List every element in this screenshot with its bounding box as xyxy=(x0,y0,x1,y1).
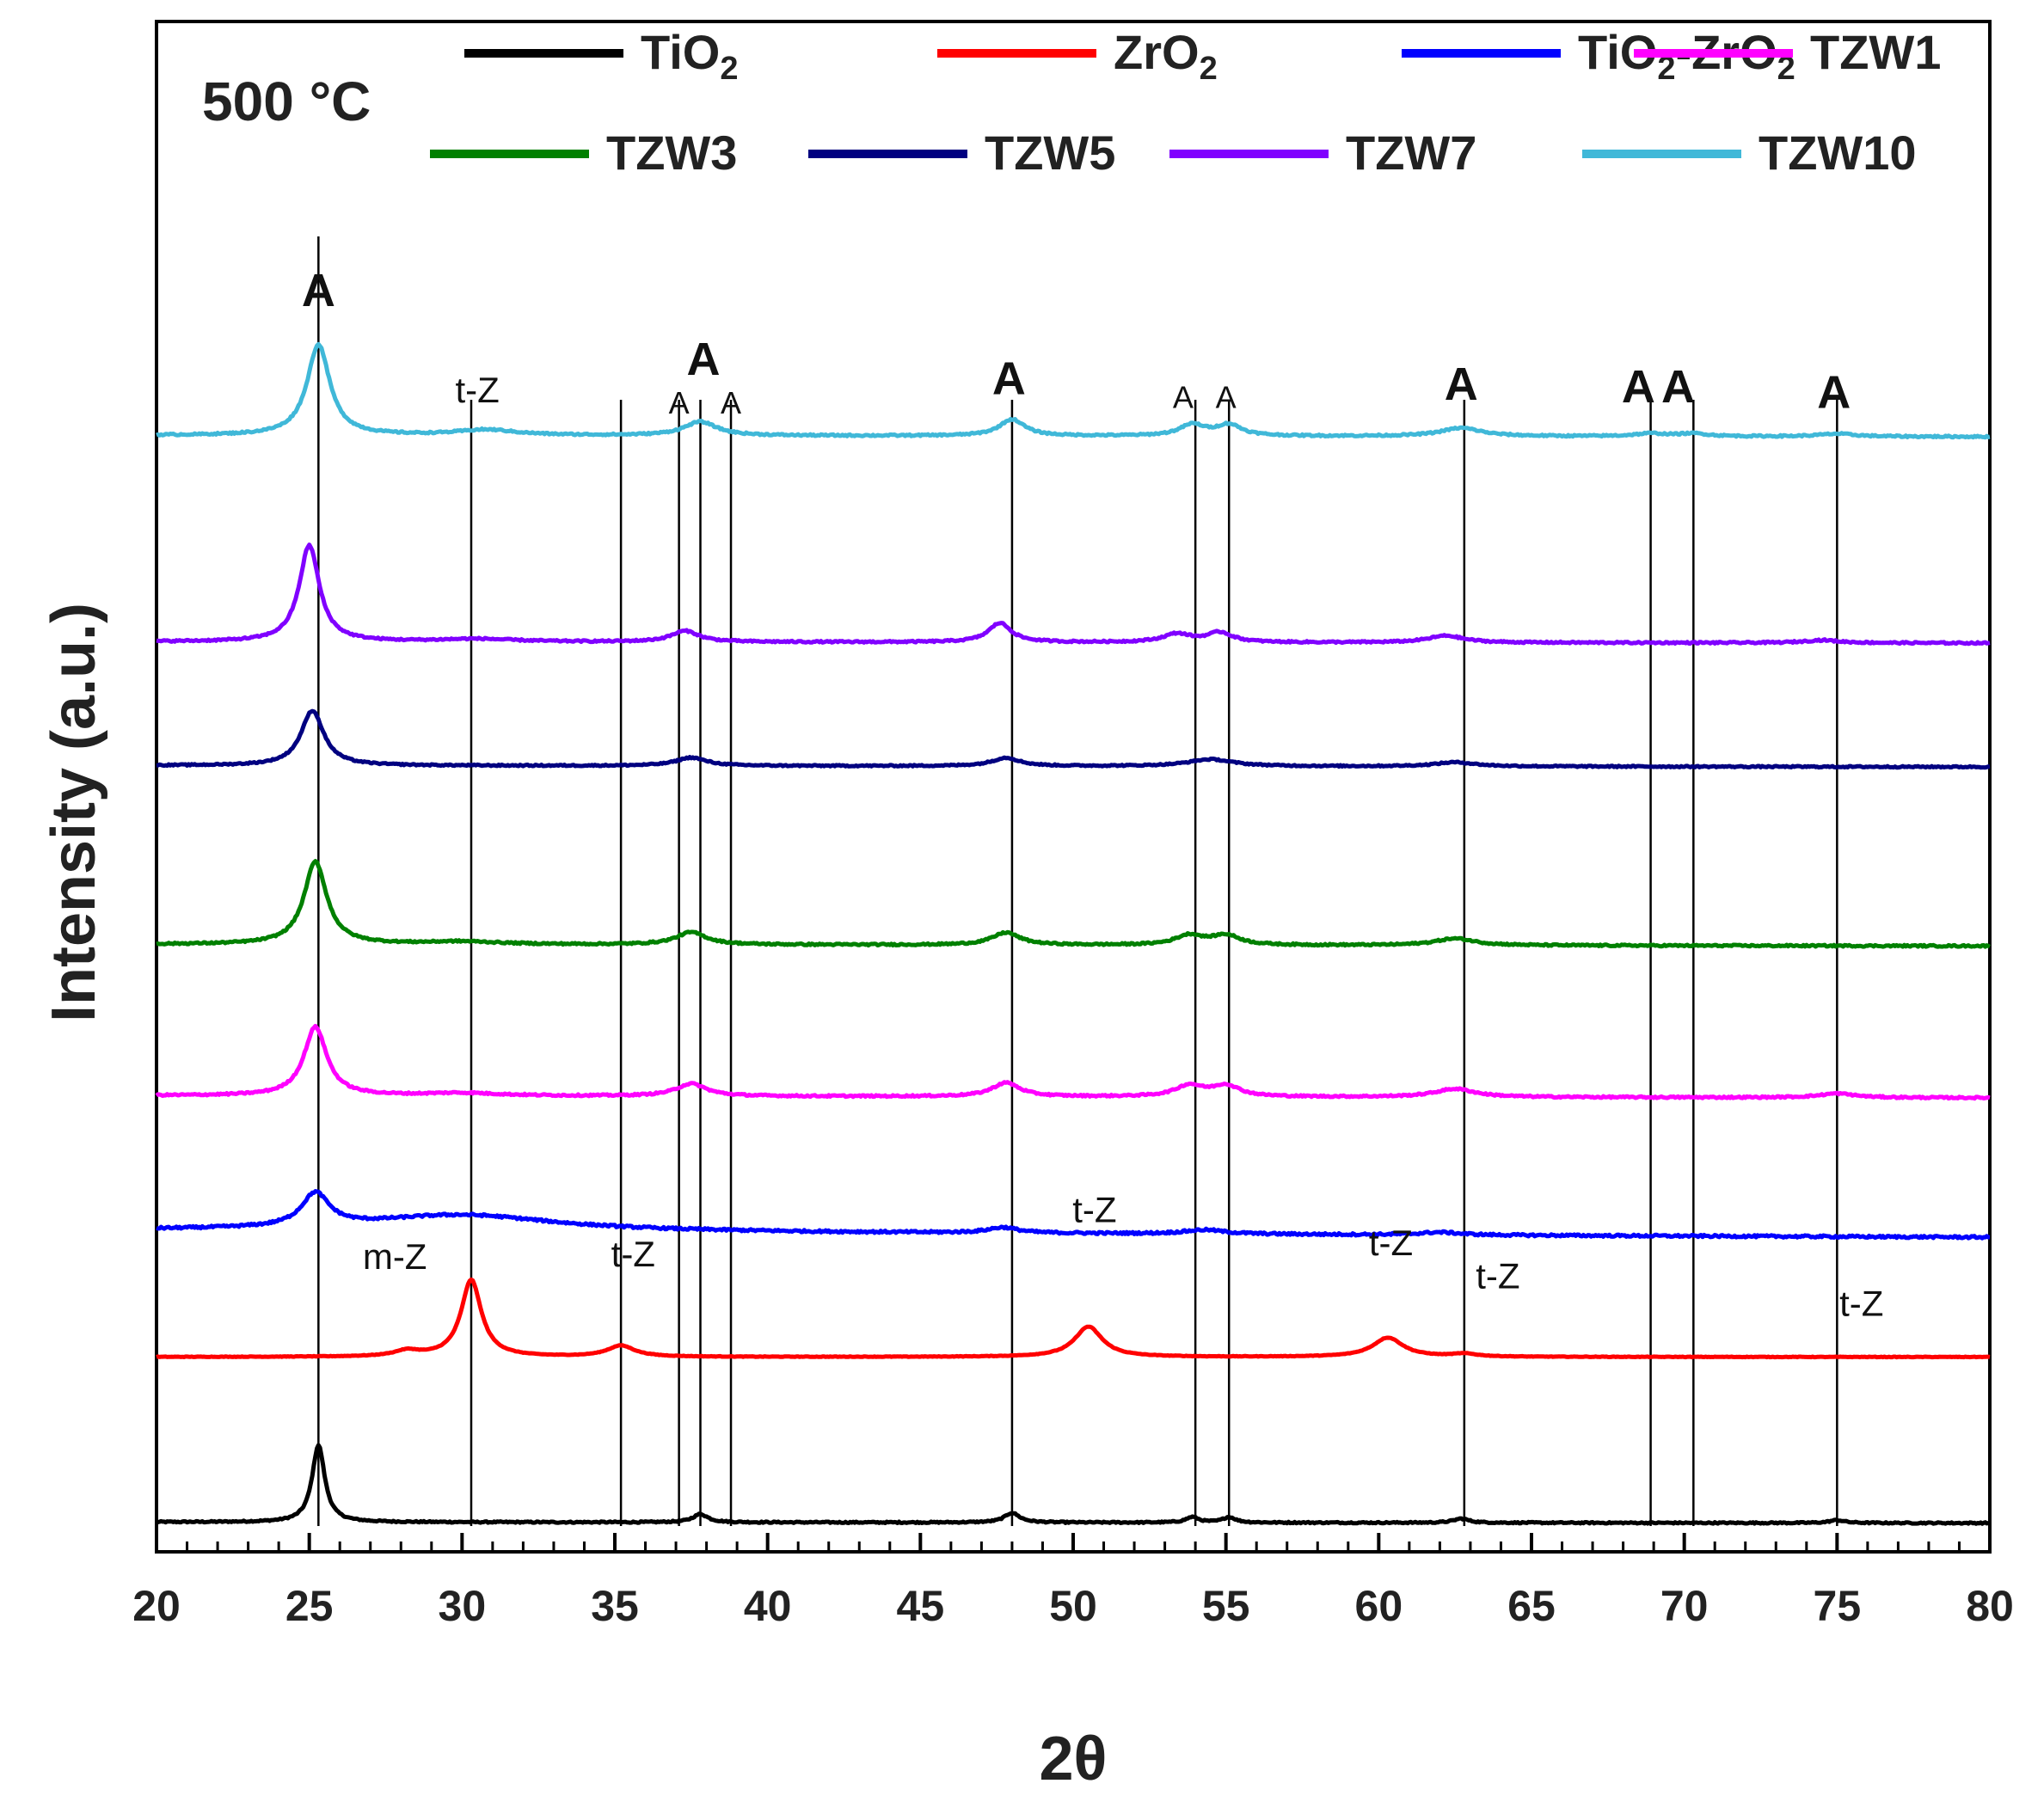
legend-entry: TZW7 xyxy=(1346,126,1476,180)
legend-text-part: TZW1 xyxy=(1810,25,1941,79)
legend-entry: ZrO2​ xyxy=(1114,25,1218,87)
peak-label: A xyxy=(721,385,741,420)
plot-frame xyxy=(155,20,1992,1554)
peak-label: A xyxy=(1173,379,1194,414)
series-line xyxy=(156,859,1992,949)
series-line xyxy=(156,1277,1991,1360)
y-axis-title: Intensity (a.u.) xyxy=(40,603,108,1022)
x-tick-label: 25 xyxy=(285,1582,334,1630)
peak-annotations: At-Z AAA A A A A A A Am-Z t-Zt-Zt-Zt-Zt-Z xyxy=(302,265,1884,1323)
peak-label: A xyxy=(1622,361,1655,413)
peak-label: t-Z xyxy=(1839,1283,1883,1323)
legend-entry: TZW1 xyxy=(1810,25,1941,79)
legend-text-part: TZW5 xyxy=(985,126,1115,180)
series-line xyxy=(156,1189,1991,1241)
peak-label: A xyxy=(1817,366,1851,418)
x-axis-title: 2θ xyxy=(1040,1725,1108,1793)
x-tick-label: 60 xyxy=(1355,1582,1403,1630)
legend-text-part: TZW3 xyxy=(606,126,737,180)
x-tick-label: 40 xyxy=(744,1582,792,1630)
x-tick-label: 80 xyxy=(1966,1582,2014,1630)
peak-label: m-Z xyxy=(363,1236,427,1277)
legend-text-part: TZW10 xyxy=(1759,126,1917,180)
peak-label: t-Z xyxy=(1476,1255,1519,1296)
peak-label: A xyxy=(1445,359,1478,410)
x-tick-label: 75 xyxy=(1814,1582,1862,1630)
series-group xyxy=(155,341,1992,1526)
series-line xyxy=(156,542,1991,647)
legend-text-part: 2 xyxy=(1657,51,1675,87)
series-line xyxy=(155,1023,1991,1101)
peak-label: t-Z xyxy=(1369,1223,1413,1263)
series-line xyxy=(156,341,1991,440)
series-line xyxy=(156,1443,1991,1526)
peak-label: A xyxy=(1661,361,1695,413)
peak-label: A xyxy=(302,265,335,316)
x-tick-label: 45 xyxy=(897,1582,945,1630)
x-tick-label: 55 xyxy=(1202,1582,1250,1630)
legend-entry: TZW3 xyxy=(606,126,737,180)
legend-text-part: TZW7 xyxy=(1346,126,1476,180)
peak-label: A xyxy=(669,385,690,420)
peak-label: A xyxy=(992,352,1026,404)
legend-text-part: TiO xyxy=(641,25,720,79)
peak-label: t-Z xyxy=(611,1234,655,1274)
legend-text-part: ZrO xyxy=(1114,25,1200,79)
temperature-label: 500 °C xyxy=(202,70,371,132)
legend-text-part: 2 xyxy=(1777,51,1795,87)
x-axis-ticks: 20 25 30 35 40 45 50 55 60 65 70 75 80 xyxy=(132,1533,2014,1630)
peak-label: t-Z xyxy=(455,370,499,410)
legend-text-part: 2 xyxy=(720,51,738,87)
legend: TiO2​ZrO2​TiO2​-ZrO2​TZW1TZW3TZW5TZW7TZW… xyxy=(430,25,1941,180)
x-tick-label: 70 xyxy=(1660,1582,1709,1630)
legend-entry: TZW5 xyxy=(985,126,1115,180)
legend-entry: TiO2​ xyxy=(641,25,738,87)
x-tick-label: 50 xyxy=(1049,1582,1097,1630)
peak-label: A xyxy=(687,334,721,385)
peak-label: t-Z xyxy=(1072,1190,1116,1230)
legend-text-part: 2 xyxy=(1200,51,1218,87)
x-tick-label: 65 xyxy=(1507,1582,1556,1630)
x-tick-label: 35 xyxy=(591,1582,639,1630)
reference-lines xyxy=(317,236,1838,1526)
series-line xyxy=(156,708,1991,770)
x-tick-label: 30 xyxy=(439,1582,487,1630)
legend-entry: TZW10 xyxy=(1759,126,1917,180)
x-tick-label: 20 xyxy=(132,1582,181,1630)
peak-label: A xyxy=(1216,379,1237,414)
